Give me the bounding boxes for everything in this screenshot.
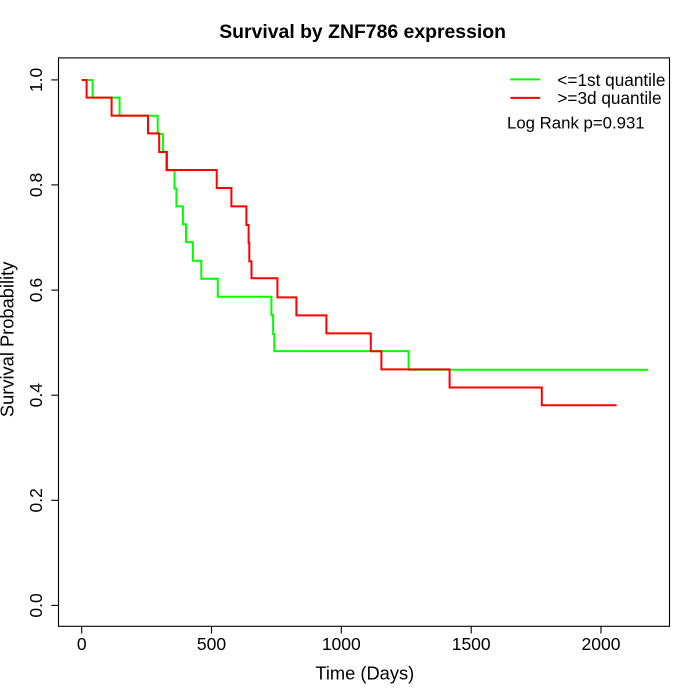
svg-text:2000: 2000 xyxy=(582,634,621,654)
svg-text:0: 0 xyxy=(77,634,87,654)
svg-text:<=1st quantile: <=1st quantile xyxy=(557,70,665,90)
svg-text:>=3d quantile: >=3d quantile xyxy=(557,88,661,108)
svg-text:1500: 1500 xyxy=(452,634,491,654)
svg-text:Time (Days): Time (Days) xyxy=(315,663,414,684)
svg-text:0.4: 0.4 xyxy=(26,383,46,408)
svg-text:Survival Probability: Survival Probability xyxy=(0,261,18,417)
svg-text:0.2: 0.2 xyxy=(26,488,46,512)
svg-text:0.6: 0.6 xyxy=(26,278,46,302)
svg-text:1000: 1000 xyxy=(322,634,361,654)
svg-text:Log Rank p=0.931: Log Rank p=0.931 xyxy=(507,113,645,132)
svg-text:0.0: 0.0 xyxy=(26,593,46,618)
svg-text:Survival by ZNF786 expression: Survival by ZNF786 expression xyxy=(219,21,506,43)
svg-text:1.0: 1.0 xyxy=(26,67,46,92)
svg-text:0.8: 0.8 xyxy=(26,173,46,197)
svg-text:500: 500 xyxy=(197,634,226,654)
